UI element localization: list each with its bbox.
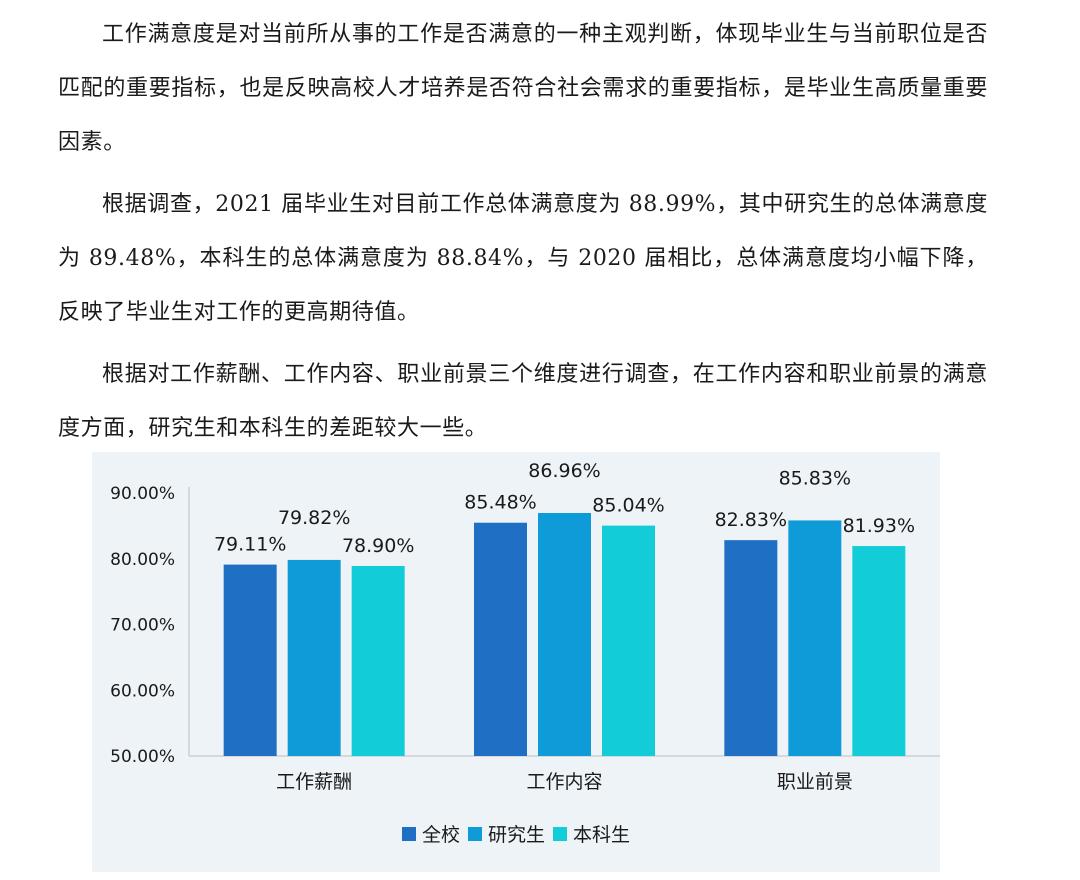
chart-panel: 50.00% 60.00% 70.00% 80.00% 90.00% 79.11% 79.8… — [92, 452, 940, 872]
bar — [287, 559, 341, 756]
data-label: 86.96% — [528, 460, 600, 482]
x-tick-label: 工作薪酬 — [276, 771, 352, 793]
bar — [474, 522, 527, 756]
y-tick-label: 80.00% — [110, 550, 175, 570]
bar-chart: 50.00% 60.00% 70.00% 80.00% 90.00% 79.11% 79.8… — [110, 460, 940, 793]
legend-label-benkesheng: 本科生 — [573, 824, 631, 846]
data-label: 79.82% — [278, 507, 350, 529]
data-label: 81.93% — [843, 515, 915, 537]
bar — [351, 565, 405, 756]
paragraph-2: 根据调查，2021 届毕业生对目前工作总体满意度为 88.99%，其中研究生的总… — [58, 192, 988, 325]
y-tick-label: 50.00% — [110, 747, 175, 767]
legend: 全校 研究生 本科生 — [92, 820, 940, 847]
legend-swatch-yanjiusheng — [467, 826, 482, 841]
legend-item-yanjiusheng: 研究生 — [467, 820, 545, 847]
bar — [724, 540, 778, 756]
data-label: 85.04% — [592, 495, 664, 517]
bar — [538, 512, 591, 756]
data-label: 85.48% — [464, 492, 536, 514]
bar — [602, 525, 655, 756]
data-label: 85.83% — [779, 467, 851, 489]
x-tick-label: 职业前景 — [777, 771, 853, 793]
y-tick-label: 70.00% — [110, 616, 175, 636]
legend-item-quanxiao: 全校 — [401, 820, 460, 847]
data-label: 82.83% — [715, 509, 787, 531]
legend-label-quanxiao: 全校 — [421, 824, 460, 846]
y-tick-label: 60.00% — [110, 681, 175, 701]
legend-swatch-benkesheng — [553, 826, 567, 841]
text-block: 工作满意度是对当前所从事的工作是否满意的一种主观判断，体现毕业生与当前职位是否匹… — [58, 8, 988, 464]
bar — [852, 546, 906, 756]
bar — [788, 520, 842, 756]
paragraph-1: 工作满意度是对当前所从事的工作是否满意的一种主观判断，体现毕业生与当前职位是否匹… — [58, 22, 988, 155]
data-label: 79.11% — [214, 534, 286, 556]
legend-label-yanjiusheng: 研究生 — [487, 824, 545, 846]
x-tick-label: 工作内容 — [526, 771, 602, 793]
paragraph-3: 根据对工作薪酬、工作内容、职业前景三个维度进行调查，在工作内容和职业前景的满意度… — [58, 362, 988, 441]
data-label: 78.90% — [342, 535, 414, 557]
legend-swatch-quanxiao — [401, 826, 416, 841]
y-tick-label: 90.00% — [110, 484, 175, 504]
bar — [223, 564, 277, 756]
legend-item-benkesheng: 本科生 — [553, 820, 630, 847]
